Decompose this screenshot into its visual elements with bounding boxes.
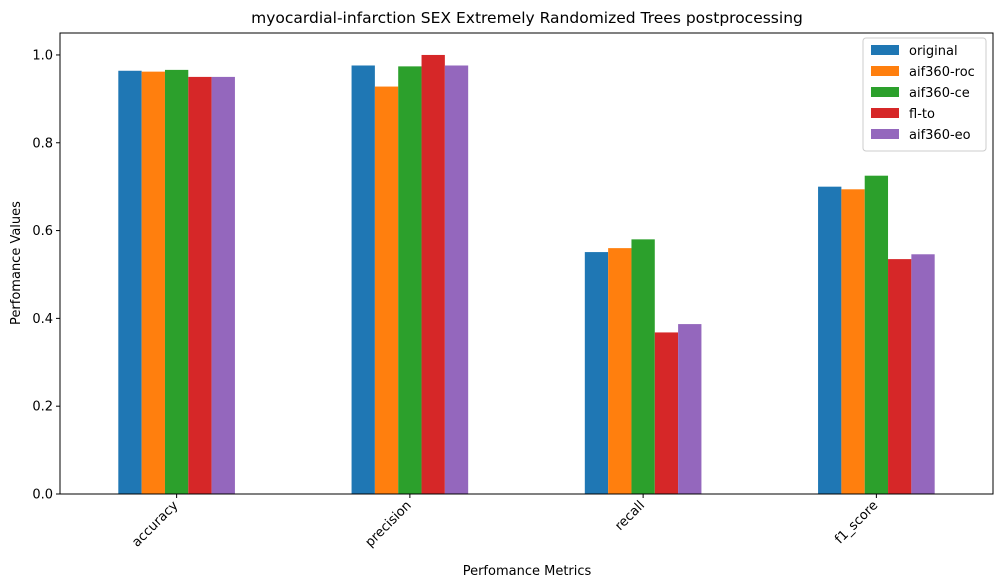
bar-original-precision [351,65,375,495]
bar-aif360-ce-precision [398,66,422,495]
legend-swatch-original [871,45,899,55]
y-tick-label: 0.6 [32,224,53,239]
y-tick-label: 1.0 [32,48,53,63]
plot-frame [59,32,994,495]
bar-fl-to-accuracy [188,76,212,495]
y-axis: 0.0 0.2 0.4 0.6 0.8 1.0 [32,48,60,503]
bar-aif360-roc-recall [608,248,632,494]
legend-swatch-aif360-roc [871,66,899,76]
legend-swatch-fl-to [871,108,899,118]
bar-original-recall [584,252,609,494]
x-axis-label: Perfomance Metrics [463,564,592,579]
bar-aif360-eo-recall [678,324,702,494]
bar-aif360-roc-accuracy [141,71,165,494]
legend-label-original: original [909,44,958,59]
y-axis-label: Perfomance Values [9,201,24,325]
legend-label-fl-to: fl-to [909,107,935,122]
legend-swatch-aif360-eo [871,129,899,139]
y-tick-label: 0.4 [32,312,53,327]
bar-fl-to-f1_score [888,259,912,494]
legend: original aif360-roc aif360-ce fl-to aif360-e… [862,37,987,152]
x-axis: accuracy precision recall f1_score [129,494,881,550]
bar-aif360-eo-accuracy [211,76,235,495]
bars-layer [118,54,935,495]
y-tick-label: 0.0 [32,488,53,503]
x-tick-label: recall [612,498,648,534]
bar-aif360-roc-precision [374,86,399,494]
legend-label-aif360-ce: aif360-ce [909,86,970,101]
bar-aif360-ce-recall [631,239,655,494]
chart-title: myocardial-infarction SEX Extremely Rand… [251,9,803,27]
y-tick-label: 0.2 [32,400,53,415]
bar-aif360-roc-f1_score [841,189,865,495]
bar-aif360-ce-f1_score [864,175,889,494]
legend-swatch-aif360-ce [871,87,899,97]
y-tick-label: 0.8 [32,136,53,151]
bar-aif360-ce-accuracy [164,69,189,494]
bar-original-accuracy [118,70,142,494]
x-tick-label: precision [363,498,415,550]
bar-fl-to-recall [654,332,679,494]
x-tick-label: accuracy [129,498,181,550]
bar-fl-to-precision [421,54,445,494]
bar-aif360-eo-precision [444,65,469,495]
legend-label-aif360-eo: aif360-eo [909,128,971,143]
bar-aif360-eo-f1_score [911,254,935,494]
bar-original-f1_score [818,186,842,495]
x-tick-label: f1_score [832,498,881,547]
legend-label-aif360-roc: aif360-roc [909,65,975,80]
